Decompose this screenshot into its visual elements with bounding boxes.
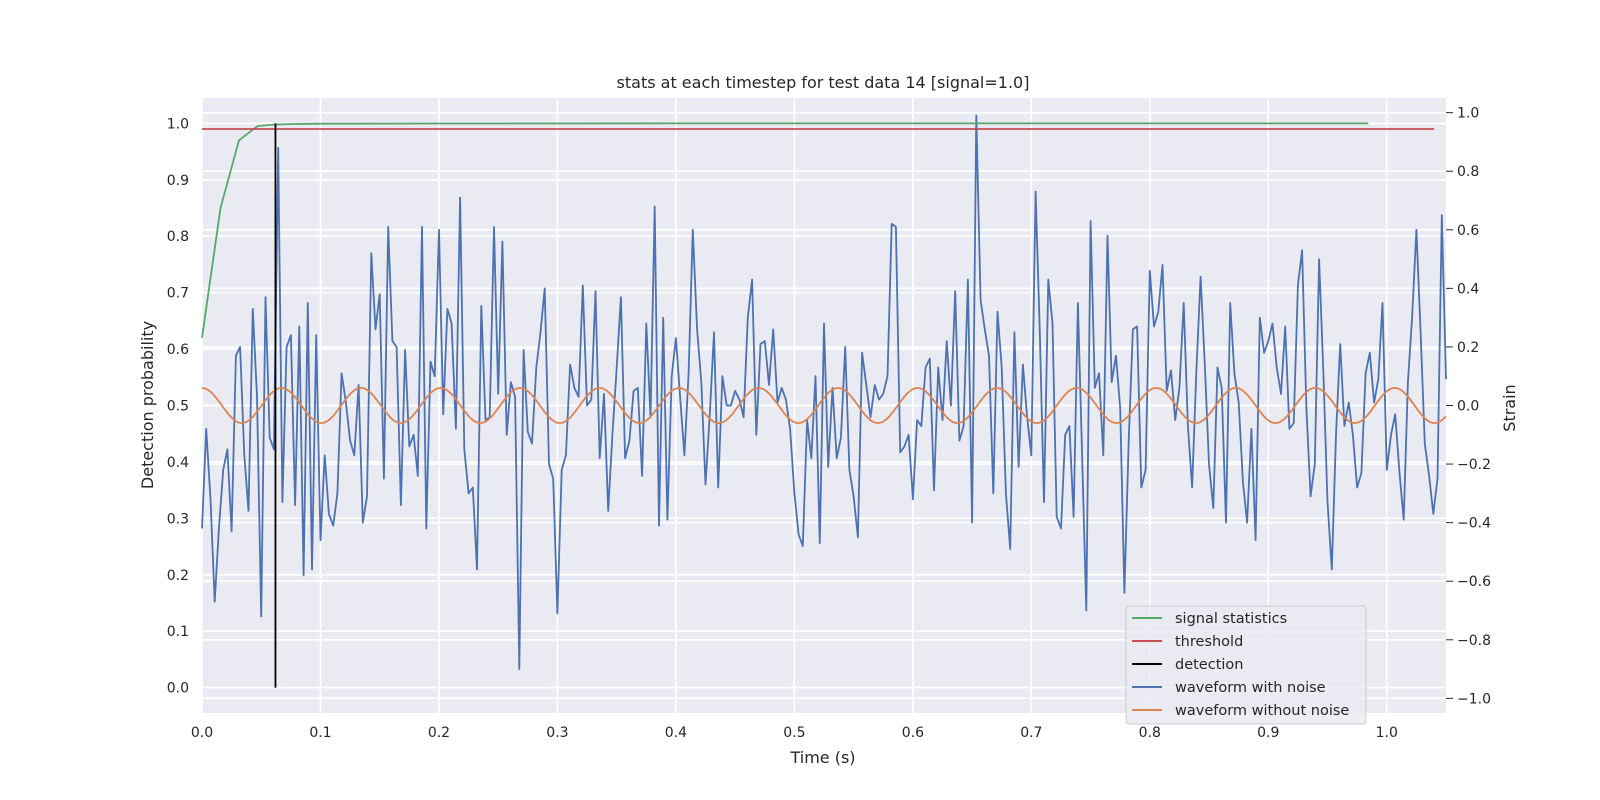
- left-tick-label: 1.0: [167, 116, 189, 132]
- left-tick-label: 0.1: [167, 624, 189, 640]
- x-tick-label: 0.5: [783, 725, 805, 741]
- x-tick-label: 1.0: [1376, 725, 1398, 741]
- left-tick-label: 0.7: [167, 286, 189, 302]
- x-tick-label: 0.9: [1257, 725, 1279, 741]
- left-tick-label: 0.2: [167, 568, 189, 584]
- right-tick-label: −0.2: [1457, 457, 1491, 473]
- legend-label: waveform without noise: [1175, 703, 1349, 719]
- right-tick-label: 0.0: [1457, 399, 1479, 415]
- legend: signal statistics threshold detection wavef…: [1125, 605, 1367, 725]
- left-tick-label: 0.9: [167, 173, 189, 189]
- right-tick-label: 0.4: [1457, 281, 1479, 297]
- x-axis-label: Time (s): [789, 748, 855, 767]
- left-axis-label: Detection probability: [138, 321, 157, 489]
- right-tick-label: 0.6: [1457, 223, 1479, 239]
- legend-label: threshold: [1175, 634, 1243, 650]
- x-tick-label: 0.4: [665, 725, 687, 741]
- series-waveform-with-noise: [201, 114, 1447, 670]
- left-axis-ticks: 0.0 0.1 0.2 0.3 0.4 0.5 0.6 0.7 0.8 0.9 1.0: [167, 116, 189, 696]
- legend-label: signal statistics: [1175, 611, 1287, 627]
- right-tick-label: −0.8: [1457, 633, 1491, 649]
- series-waveform-without-noise: [201, 386, 1447, 425]
- right-tick-label: 0.8: [1457, 164, 1479, 180]
- right-axis-ticks: −1.0 −0.8 −0.6 −0.4 −0.2 0.0 0.2 0.4 0.6 0.8 1.0: [1446, 106, 1491, 707]
- right-tick-label: 0.2: [1457, 340, 1479, 356]
- right-axis-label: Strain: [1500, 384, 1519, 431]
- x-tick-label: 0.8: [1139, 725, 1161, 741]
- left-tick-label: 0.0: [167, 681, 189, 697]
- x-tick-label: 0.6: [902, 725, 924, 741]
- legend-label: detection: [1175, 657, 1243, 673]
- left-tick-label: 0.4: [167, 455, 189, 471]
- series-layer: [201, 114, 1447, 688]
- x-tick-label: 0.2: [428, 725, 450, 741]
- left-tick-label: 0.8: [167, 229, 189, 245]
- x-tick-label: 0.1: [309, 725, 331, 741]
- x-tick-label: 0.0: [191, 725, 213, 741]
- right-tick-label: −0.6: [1457, 574, 1491, 590]
- series-signal-statistics: [201, 122, 1369, 338]
- right-tick-label: −0.4: [1457, 516, 1491, 532]
- left-tick-label: 0.3: [167, 511, 189, 527]
- legend-label: waveform with noise: [1175, 680, 1326, 696]
- x-tick-label: 0.3: [546, 725, 568, 741]
- legend-box: [1125, 605, 1367, 725]
- left-tick-label: 0.6: [167, 342, 189, 358]
- chart-title: stats at each timestep for test data 14 …: [617, 73, 1030, 92]
- x-axis-ticks: 0.0 0.1 0.2 0.3 0.4 0.5 0.6 0.7 0.8 0.9 1.0: [191, 725, 1398, 741]
- right-tick-label: −1.0: [1457, 691, 1491, 707]
- x-tick-label: 0.7: [1020, 725, 1042, 741]
- left-tick-label: 0.5: [167, 399, 189, 415]
- right-tick-label: 1.0: [1457, 106, 1479, 122]
